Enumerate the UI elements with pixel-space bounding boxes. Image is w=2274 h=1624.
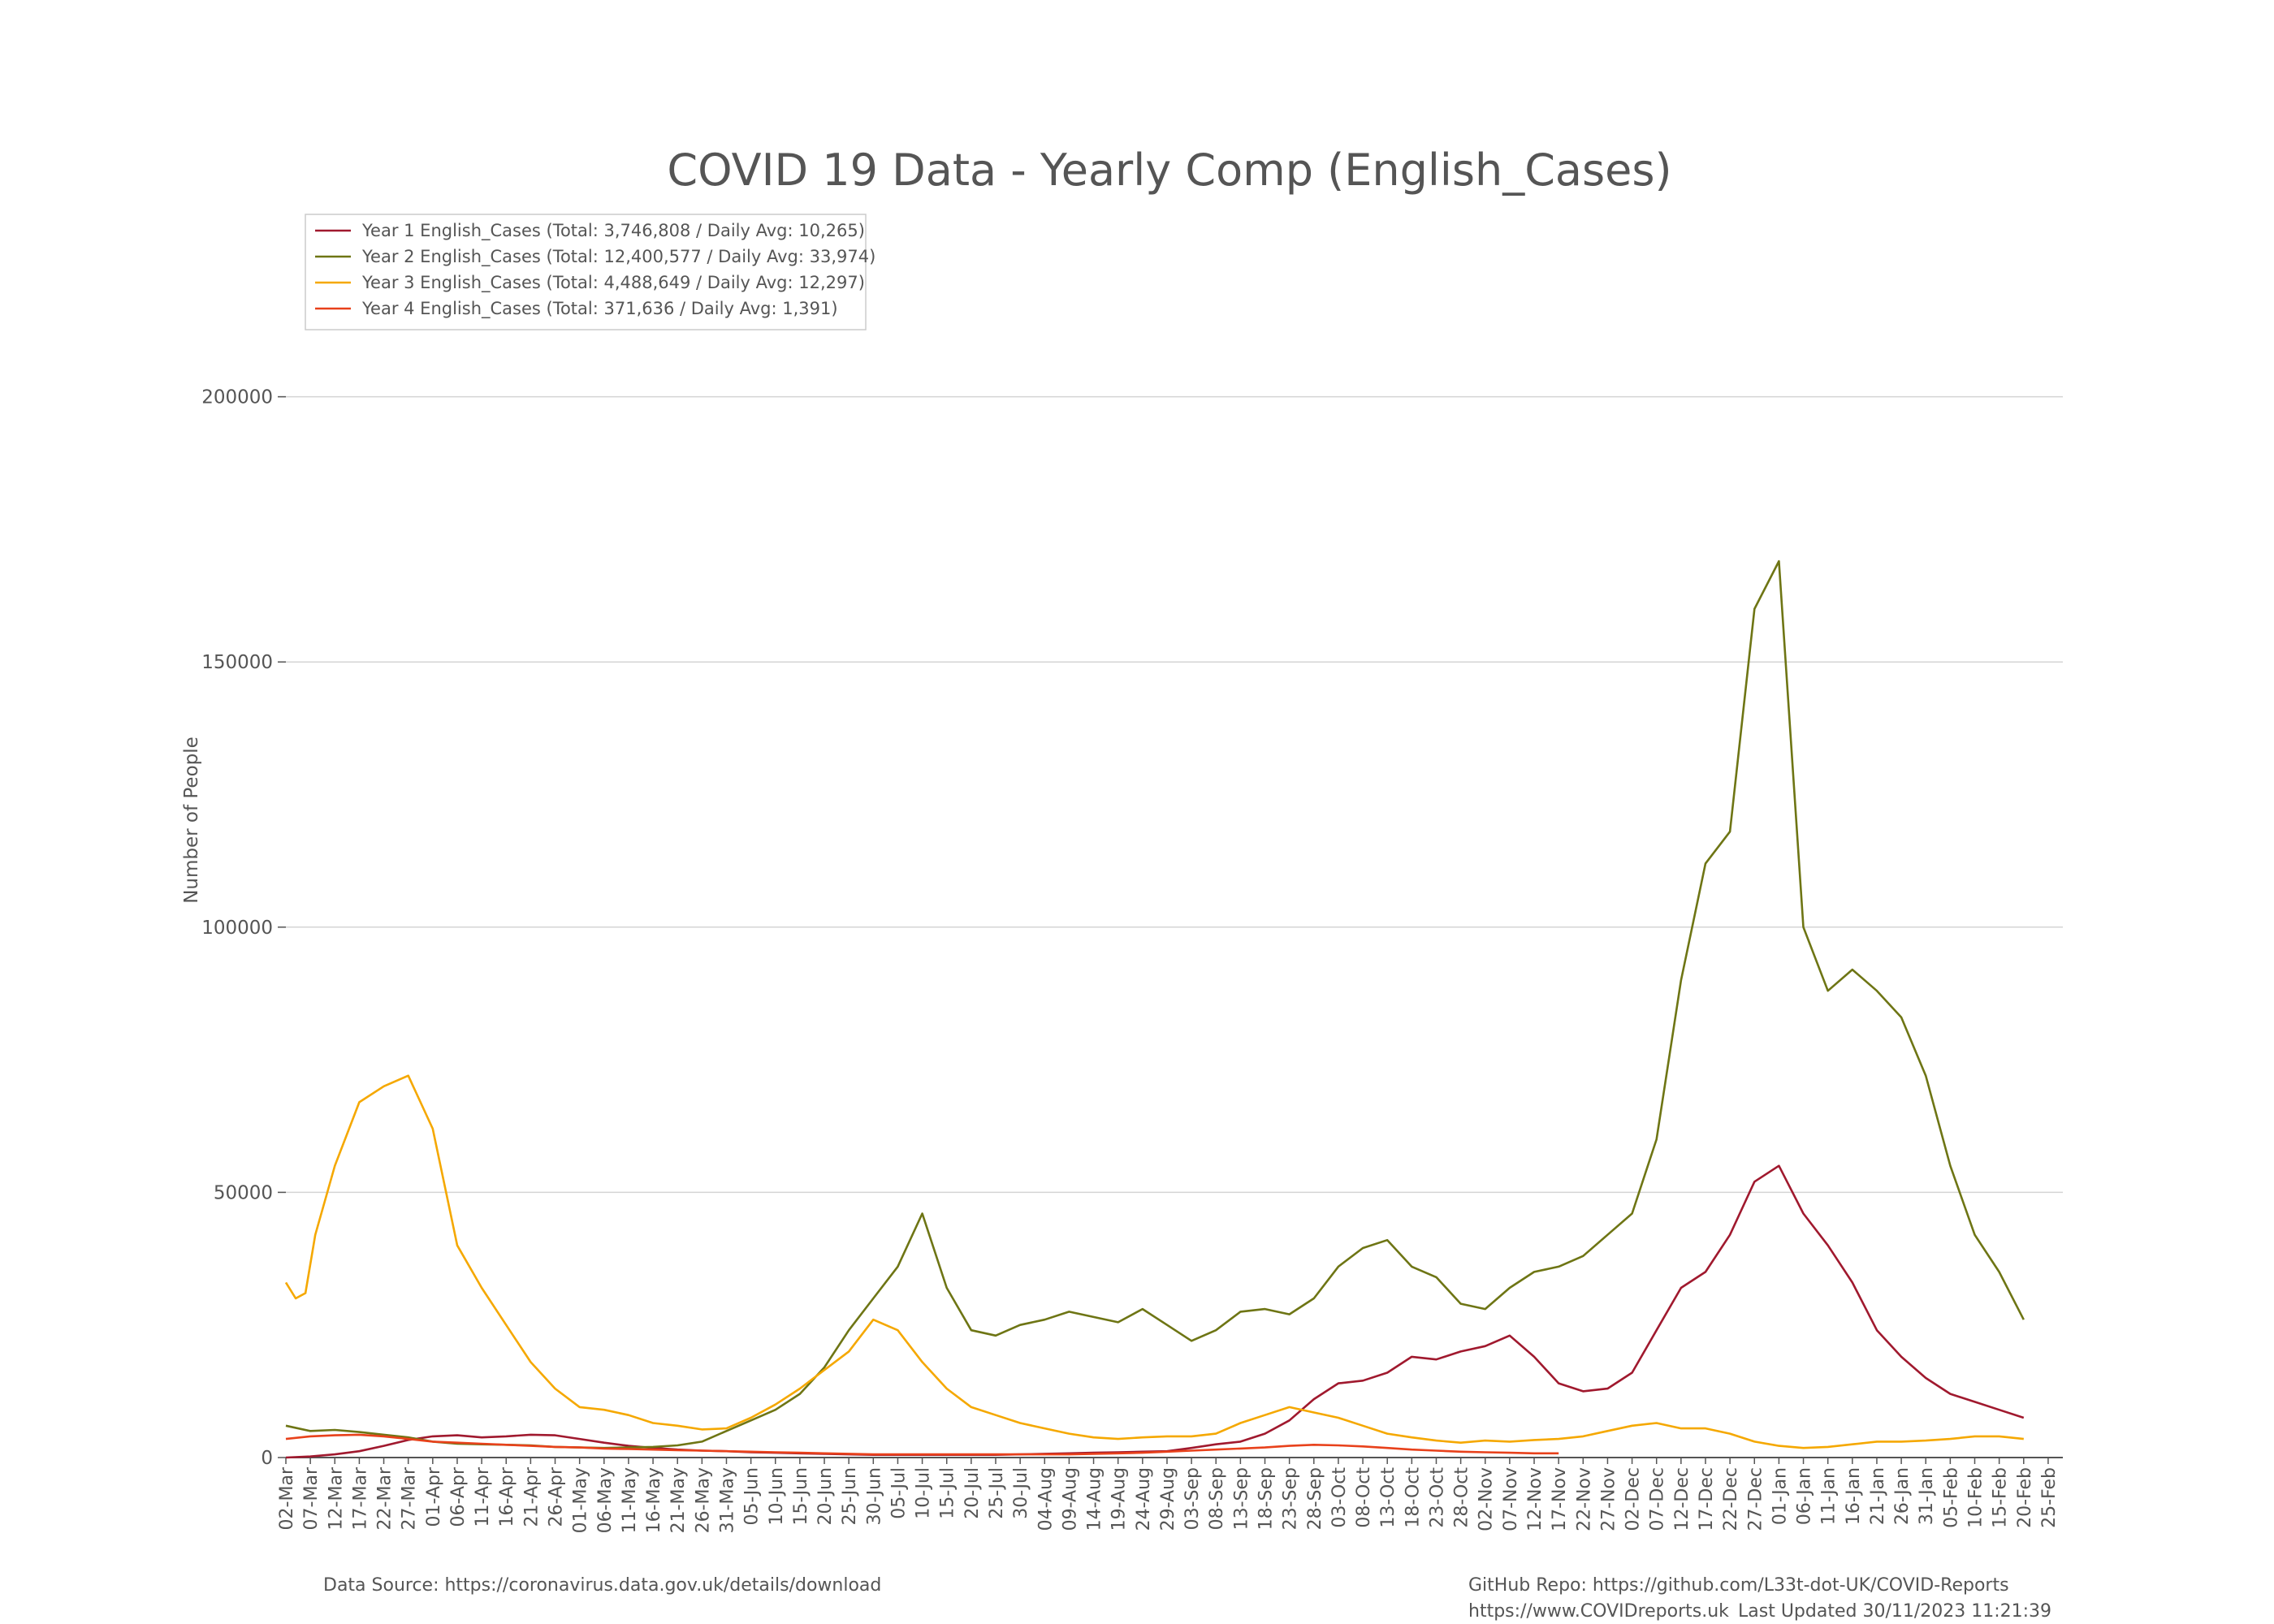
- series-lines: [284, 559, 2025, 1459]
- x-tick-label: 16-Apr: [497, 1466, 517, 1527]
- x-tick-label: 28-Oct: [1452, 1467, 1472, 1528]
- x-tick-label: 02-Nov: [1476, 1467, 1497, 1531]
- x-tick-label: 18-Sep: [1256, 1467, 1277, 1530]
- x-tick-label: 17-Nov: [1550, 1467, 1570, 1531]
- github-repo-text: GitHub Repo: https://github.com/L33t-dot…: [1468, 1575, 2009, 1596]
- x-tick-label: 06-Jan: [1795, 1467, 1815, 1525]
- x-axis-ticks: 02-Mar 07-Mar 12-Mar 17-Mar 22-Mar 27-Mar 01-A…: [277, 1458, 2060, 1533]
- website-text: https://www.COVIDreports.uk: [1468, 1601, 1729, 1622]
- x-tick-label: 26-May: [693, 1467, 713, 1533]
- series-line-year-1: [285, 1164, 2025, 1459]
- x-tick-label: 07-Mar: [301, 1466, 322, 1530]
- x-tick-label: 13-Sep: [1231, 1467, 1252, 1530]
- legend-entry: Year 1 English_Cases (Total: 3,746,808 /…: [361, 221, 865, 241]
- gridlines: [278, 395, 2063, 1458]
- x-tick-label: 03-Oct: [1329, 1467, 1350, 1528]
- x-tick-label: 02-Mar: [277, 1466, 297, 1530]
- chart-title: COVID 19 Data - Yearly Comp (English_Cas…: [667, 145, 1671, 196]
- legend-entry: Year 3 English_Cases (Total: 4,488,649 /…: [361, 273, 865, 293]
- x-tick-label: 05-Feb: [1941, 1467, 1961, 1528]
- x-tick-label: 05-Jul: [888, 1467, 909, 1519]
- x-tick-label: 23-Sep: [1281, 1467, 1301, 1530]
- x-tick-label: 05-Jun: [742, 1467, 763, 1526]
- x-tick-label: 13-Oct: [1378, 1467, 1399, 1528]
- x-tick-label: 10-Jun: [767, 1467, 787, 1526]
- x-tick-label: 06-May: [595, 1467, 616, 1533]
- legend: Year 1 English_Cases (Total: 3,746,808 /…: [305, 214, 875, 330]
- data-source-text: Data Source: https://coronavirus.data.go…: [323, 1575, 882, 1596]
- x-tick-label: 08-Oct: [1354, 1467, 1374, 1528]
- x-tick-label: 11-May: [620, 1467, 640, 1533]
- x-tick-label: 31-May: [717, 1467, 737, 1533]
- x-tick-label: 28-Sep: [1305, 1467, 1325, 1530]
- x-tick-label: 25-Jun: [840, 1467, 860, 1526]
- x-tick-label: 24-Aug: [1134, 1467, 1154, 1531]
- x-tick-label: 17-Dec: [1697, 1467, 1717, 1531]
- x-tick-label: 23-Oct: [1427, 1467, 1447, 1528]
- x-tick-label: 21-Jan: [1868, 1467, 1888, 1525]
- last-updated-text: Last Updated 30/11/2023 11:21:39: [1738, 1601, 2052, 1622]
- x-tick-label: 11-Jan: [1819, 1467, 1840, 1525]
- x-tick-label: 10-Jul: [914, 1467, 934, 1519]
- x-tick-label: 20-Feb: [2015, 1467, 2035, 1528]
- x-tick-label: 25-Feb: [2039, 1467, 2060, 1528]
- x-tick-label: 27-Dec: [1745, 1467, 1766, 1531]
- series-line-year-3: [284, 1074, 2024, 1449]
- x-tick-label: 26-Apr: [547, 1466, 567, 1527]
- x-tick-label: 19-Aug: [1109, 1467, 1130, 1531]
- x-tick-label: 06-Apr: [448, 1466, 469, 1527]
- x-tick-label: 12-Dec: [1672, 1467, 1693, 1531]
- x-tick-label: 01-Jan: [1770, 1467, 1790, 1525]
- x-tick-label: 09-Aug: [1060, 1467, 1080, 1531]
- x-tick-label: 20-Jul: [962, 1467, 983, 1519]
- y-tick-label: 50000: [214, 1182, 273, 1203]
- x-tick-label: 16-Jan: [1844, 1467, 1864, 1525]
- x-tick-label: 11-Apr: [473, 1466, 493, 1527]
- x-tick-label: 15-Jun: [791, 1467, 811, 1526]
- x-tick-label: 14-Aug: [1085, 1467, 1105, 1531]
- legend-entry: Year 2 English_Cases (Total: 12,400,577 …: [361, 247, 875, 267]
- x-tick-label: 20-Jun: [815, 1467, 836, 1526]
- x-tick-label: 21-Apr: [521, 1466, 542, 1527]
- series-line-year-4: [285, 1433, 1559, 1456]
- x-tick-label: 31-Jan: [1917, 1467, 1937, 1525]
- x-tick-label: 07-Nov: [1501, 1467, 1521, 1531]
- y-tick-label: 200000: [201, 387, 273, 408]
- x-tick-label: 30-Jul: [1011, 1467, 1031, 1519]
- x-tick-label: 07-Dec: [1648, 1467, 1668, 1531]
- x-tick-label: 29-Aug: [1158, 1467, 1178, 1531]
- x-tick-label: 27-Nov: [1598, 1467, 1619, 1531]
- x-tick-label: 03-Sep: [1182, 1467, 1203, 1530]
- x-tick-label: 08-Sep: [1207, 1467, 1227, 1530]
- x-tick-label: 12-Nov: [1525, 1467, 1546, 1531]
- x-tick-label: 16-May: [644, 1467, 664, 1533]
- x-tick-label: 02-Dec: [1623, 1467, 1644, 1531]
- x-tick-label: 15-Feb: [1991, 1467, 2011, 1528]
- x-tick-label: 12-Mar: [326, 1466, 346, 1530]
- x-tick-label: 22-Dec: [1721, 1467, 1741, 1531]
- series-line-year-2: [285, 559, 2025, 1449]
- x-tick-label: 01-Apr: [424, 1466, 444, 1527]
- x-tick-label: 26-Jan: [1892, 1467, 1913, 1525]
- x-tick-label: 22-Mar: [375, 1466, 396, 1530]
- y-tick-label: 100000: [201, 918, 273, 939]
- x-tick-label: 10-Feb: [1966, 1467, 1987, 1528]
- x-tick-label: 17-Mar: [350, 1466, 370, 1530]
- y-tick-label: 150000: [201, 652, 273, 673]
- x-tick-label: 04-Aug: [1035, 1467, 1056, 1531]
- x-tick-label: 01-May: [571, 1467, 591, 1533]
- x-tick-label: 27-Mar: [400, 1466, 420, 1530]
- y-axis-ticks: 0 50000 100000 150000 200000: [201, 387, 286, 1469]
- x-tick-label: 15-Jul: [938, 1467, 958, 1519]
- legend-entry: Year 4 English_Cases (Total: 371,636 / D…: [361, 299, 838, 319]
- x-tick-label: 25-Jul: [987, 1467, 1007, 1519]
- y-tick-label: 0: [261, 1448, 273, 1469]
- y-axis-label: Number of People: [181, 736, 202, 904]
- x-tick-label: 18-Oct: [1403, 1467, 1423, 1528]
- x-tick-label: 21-May: [668, 1467, 689, 1533]
- x-tick-label: 30-Jun: [864, 1467, 884, 1526]
- x-tick-label: 22-Nov: [1574, 1467, 1594, 1531]
- legend-box: [305, 214, 867, 330]
